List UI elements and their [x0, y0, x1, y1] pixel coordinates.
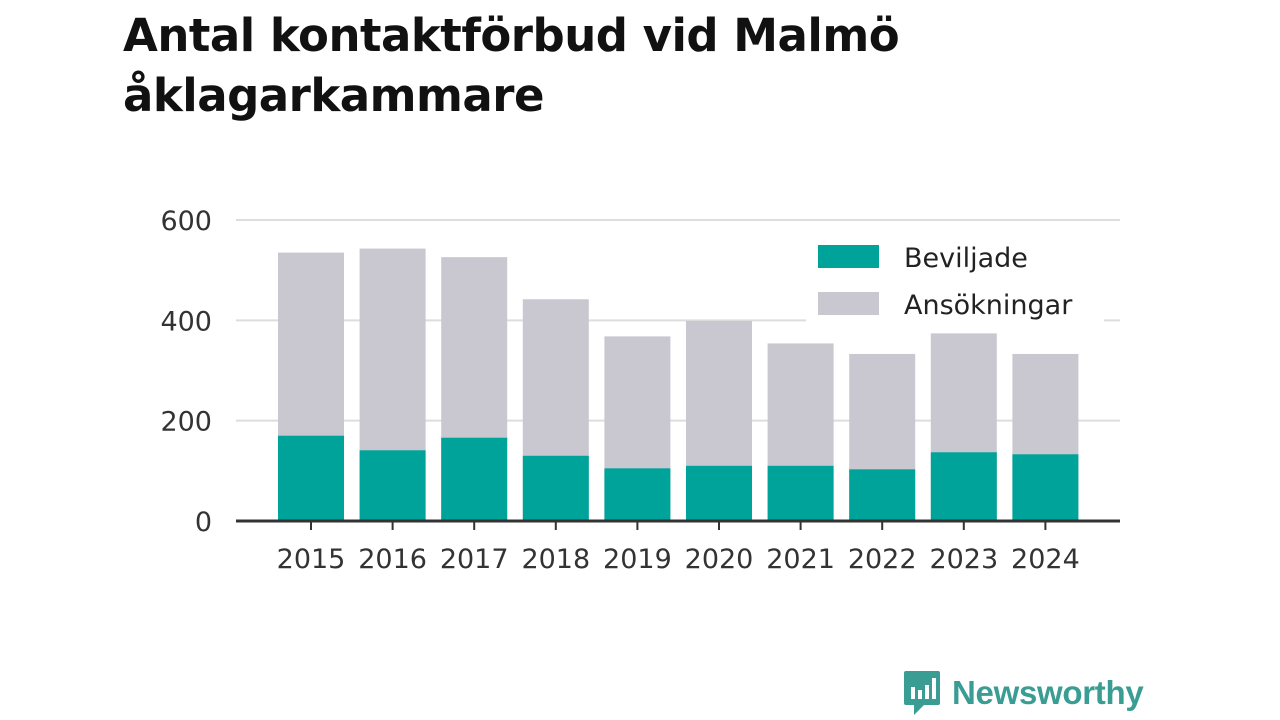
bar-beviljade-2017	[441, 437, 508, 521]
newsworthy-logo-icon	[904, 671, 940, 715]
newsworthy-brand: Newsworthy	[902, 669, 1144, 717]
bar-beviljade-2021	[767, 465, 834, 521]
brand-name: Newsworthy	[952, 674, 1144, 711]
x-tick-label-2020: 2020	[685, 544, 754, 575]
bar-beviljade-2023	[930, 452, 997, 521]
legend-label-beviljade: Beviljade	[904, 243, 1028, 274]
bar-beviljade-2019	[604, 468, 671, 521]
x-tick-label-2023: 2023	[929, 544, 998, 575]
x-tick-label-2019: 2019	[603, 544, 672, 575]
y-tick-label-600: 600	[160, 206, 212, 237]
legend-swatch-ansokningar	[818, 292, 879, 315]
bar-beviljade-2020	[686, 465, 752, 521]
bar-beviljade-2018	[522, 455, 589, 521]
x-tick-label-2017: 2017	[440, 544, 509, 575]
x-tick-label-2016: 2016	[358, 544, 427, 575]
axes: 0 200 400 600 2015 2016 2017 2018 2019 2020 2021 20…	[160, 206, 1120, 575]
y-tick-label-400: 400	[160, 306, 212, 337]
x-tick-label-2022: 2022	[848, 544, 917, 575]
x-tick-label-2021: 2021	[766, 544, 835, 575]
bar-beviljade-2015	[278, 435, 344, 521]
x-tick-label-2024: 2024	[1011, 544, 1080, 575]
legend: Beviljade Ansökningar	[806, 236, 1104, 324]
y-tick-label-200: 200	[160, 407, 212, 438]
x-tick-label-2018: 2018	[521, 544, 590, 575]
y-tick-label-0: 0	[195, 507, 212, 538]
bar-beviljade-2016	[359, 450, 426, 521]
legend-swatch-beviljade	[818, 245, 879, 268]
chart-title: Antal kontaktförbud vid Malmö åklagarkam…	[123, 9, 900, 122]
x-tick-label-2015: 2015	[277, 544, 346, 575]
legend-label-ansokningar: Ansökningar	[904, 290, 1073, 321]
bars	[278, 248, 1079, 521]
bar-beviljade-2022	[849, 469, 916, 521]
bar-beviljade-2024	[1012, 454, 1079, 521]
